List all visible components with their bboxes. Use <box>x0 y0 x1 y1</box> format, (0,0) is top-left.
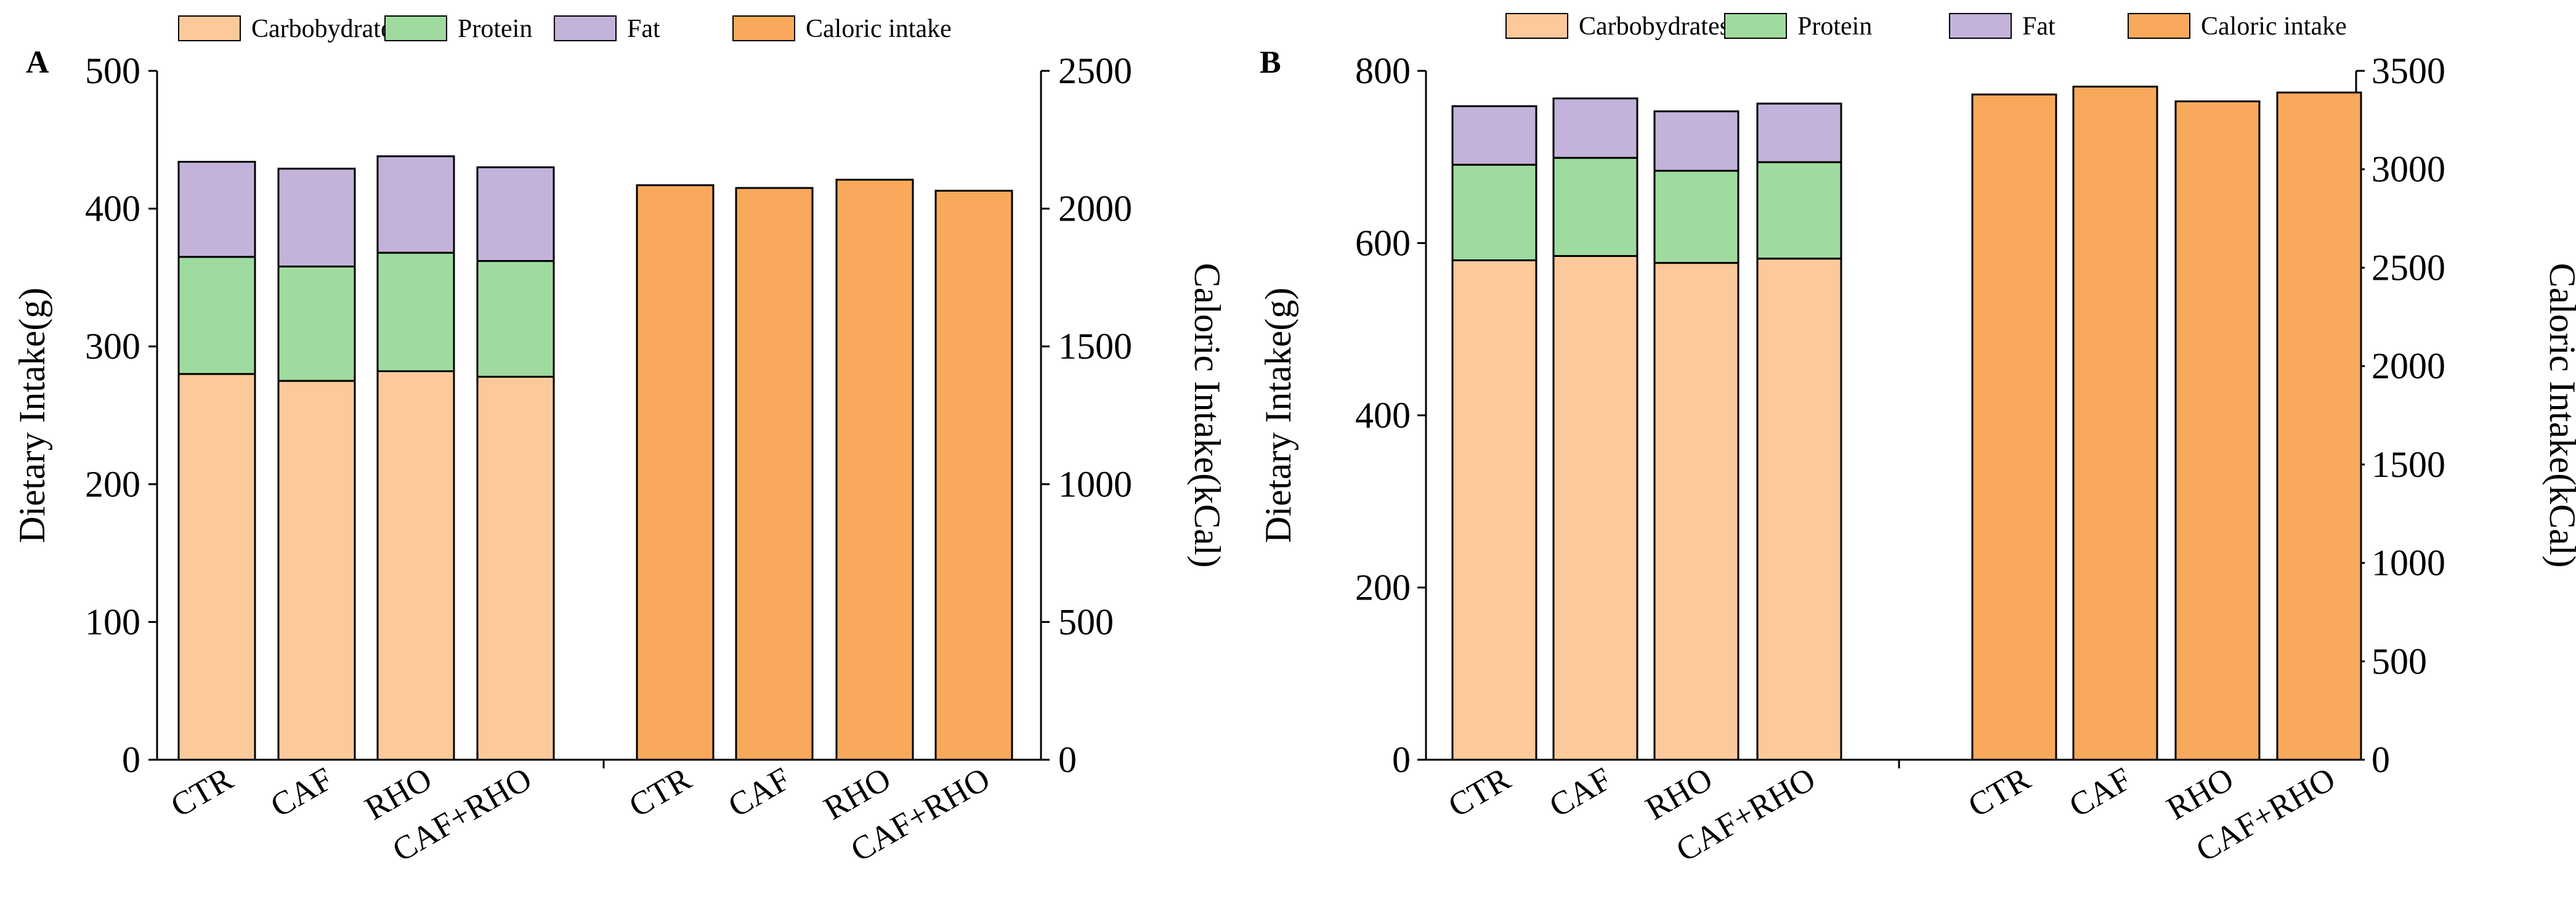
panel-letter: B <box>1260 45 1281 80</box>
legend-label: Caloric intake <box>806 15 952 43</box>
bar-carbobydrates-ctr <box>177 373 256 761</box>
right-tick-label: 1500 <box>1058 326 1132 367</box>
left-tick-label: 800 <box>1355 51 1411 91</box>
panel-b: B Carbobydrates Protein Fat Caloric intake 0 2… <box>1258 12 2576 869</box>
bar-protein-rho <box>376 251 455 372</box>
left-tick-label: 300 <box>85 326 140 367</box>
legend-swatch-0 <box>1505 13 1568 39</box>
legend-swatch-2 <box>1949 13 2012 39</box>
category-label: CTR <box>164 760 239 824</box>
left-tick-label: 100 <box>85 601 140 642</box>
bar-caloric-rho <box>835 179 914 761</box>
bar-caloric-caf-rho <box>934 190 1013 761</box>
category-label: CAF <box>1543 760 1618 824</box>
right-tick-label: 1000 <box>1058 464 1132 505</box>
bar-protein-ctr <box>1451 163 1537 261</box>
category-label: CAF <box>722 760 796 824</box>
legend-swatch-1 <box>1724 13 1787 39</box>
bar-protein-caf <box>277 266 356 382</box>
bar-fat-caf <box>277 168 356 268</box>
category-label: CTR <box>1962 760 2036 824</box>
bar-protein-caf-rho <box>1756 161 1842 260</box>
bar-carbobydrates-rho <box>1653 262 1740 761</box>
bar-protein-caf <box>1552 157 1638 257</box>
legend-label: Fat <box>2022 12 2056 41</box>
category-label: CTR <box>1442 760 1517 824</box>
left-tick-label: 0 <box>1392 739 1411 780</box>
bar-carbobydrates-caf <box>277 380 356 761</box>
panel-letter: A <box>26 45 49 80</box>
right-tick-label: 500 <box>2371 641 2427 681</box>
bar-caloric-caf <box>735 187 814 761</box>
bar-fat-caf-rho <box>1756 102 1842 163</box>
right-tick-label: 2500 <box>2371 247 2445 288</box>
legend-swatch-3 <box>732 15 795 41</box>
bar-carbobydrates-rho <box>376 370 455 761</box>
bar-fat-caf <box>1552 97 1638 159</box>
right-tick-label: 0 <box>2371 739 2390 780</box>
category-label: CAF <box>2063 760 2137 824</box>
left-tick-label: 0 <box>122 739 140 780</box>
bar-fat-ctr <box>177 161 256 258</box>
legend-label: Protein <box>1797 12 1872 41</box>
bar-caloric-caf-rho <box>2276 91 2362 761</box>
left-tick-label: 400 <box>85 189 140 229</box>
right-tick-label: 2000 <box>1058 189 1132 229</box>
right-axis-title: Caloric Intake(kCal) <box>1187 263 1228 568</box>
bar-carbobydrates-ctr <box>1451 259 1537 761</box>
bar-protein-caf-rho <box>476 260 555 378</box>
bar-fat-rho <box>1653 110 1740 172</box>
legend-label: Carbobydrates <box>251 15 402 43</box>
bar-caloric-caf <box>2072 86 2158 761</box>
right-axis-title: Caloric Intake(kCal) <box>2542 263 2576 568</box>
left-axis-title: Dietary Intake(g) <box>1258 288 1298 543</box>
left-axis-title: Dietary Intake(g) <box>12 288 52 543</box>
bar-protein-ctr <box>177 256 256 375</box>
legend-swatch-1 <box>384 15 447 41</box>
left-tick-label: 600 <box>1355 223 1411 264</box>
bar-fat-rho <box>376 155 455 254</box>
bar-fat-caf-rho <box>476 166 555 262</box>
category-label: CTR <box>623 760 697 824</box>
panel-a: A Carbobydrates Protein Fat Caloric intake 0 1… <box>12 15 1228 869</box>
bar-carbobydrates-caf-rho <box>476 375 555 761</box>
right-tick-label: 3000 <box>2371 149 2445 190</box>
category-label: CAF <box>264 760 339 824</box>
left-tick-label: 500 <box>85 51 140 91</box>
legend-label: Protein <box>458 15 532 43</box>
bar-caloric-ctr <box>1971 93 2057 761</box>
right-tick-label: 2000 <box>2371 346 2445 386</box>
bar-caloric-rho <box>2174 100 2261 761</box>
right-tick-label: 1500 <box>2371 444 2445 485</box>
left-tick-label: 200 <box>1355 567 1411 608</box>
right-tick-label: 3500 <box>2371 51 2445 91</box>
left-tick-label: 200 <box>85 464 140 505</box>
left-tick-label: 400 <box>1355 395 1411 436</box>
right-tick-label: 500 <box>1058 601 1114 642</box>
legend-label: Fat <box>627 15 660 43</box>
right-tick-label: 1000 <box>2371 543 2445 584</box>
legend-label: Caloric intake <box>2201 12 2347 41</box>
bar-carbobydrates-caf <box>1552 254 1638 761</box>
right-tick-label: 0 <box>1058 739 1077 780</box>
legend-swatch-2 <box>554 15 617 41</box>
bar-protein-rho <box>1653 169 1740 264</box>
legend-swatch-3 <box>2128 13 2190 39</box>
bar-carbobydrates-caf-rho <box>1756 258 1842 761</box>
right-tick-label: 2500 <box>1058 51 1132 91</box>
legend-label: Carbobydrates <box>1579 12 1730 41</box>
legend-swatch-0 <box>178 15 241 41</box>
bar-fat-ctr <box>1451 105 1537 166</box>
bar-caloric-ctr <box>636 184 715 761</box>
